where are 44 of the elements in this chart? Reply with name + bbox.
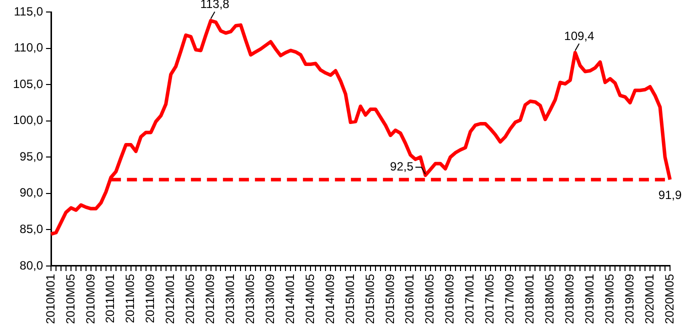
x-tick-label: 2010M05 [63, 274, 78, 324]
x-tick-label: 2014M05 [302, 274, 317, 324]
x-tick-label: 2017M09 [502, 274, 517, 324]
x-tick-label: 2017M01 [462, 274, 477, 324]
x-tick-label: 2014M01 [282, 274, 297, 324]
x-tick-label: 2017M05 [482, 274, 497, 324]
x-tick-label: 2018M05 [542, 274, 557, 324]
x-tick-label: 2019M09 [622, 274, 636, 324]
y-tick-label: 115,0 [14, 4, 44, 18]
x-tick-label: 2019M05 [602, 274, 616, 324]
x-tick-label: 2012M05 [183, 274, 198, 324]
data-label: 113,8 [200, 0, 230, 12]
x-tick-label: 2016M09 [442, 274, 457, 324]
x-tick-label: 2013M09 [262, 274, 277, 324]
x-tick-label: 2014M09 [322, 274, 337, 324]
x-tick-label: 2010M09 [83, 274, 98, 324]
data-label: 92,5 [390, 160, 414, 174]
x-tick-label: 2016M01 [402, 274, 417, 324]
x-tick-label: 2016M05 [422, 274, 437, 324]
x-tick-label: 2019M01 [582, 274, 596, 324]
y-tick-label: 90,0 [20, 186, 44, 200]
x-tick-label: 2010M01 [43, 274, 58, 324]
x-tick-label: 2011M09 [143, 274, 158, 324]
x-tick-label: 2020M05 [662, 274, 676, 324]
x-tick-label: 2011M05 [123, 274, 138, 324]
x-tick-label: 2015M05 [362, 274, 377, 324]
y-tick-label: 85,0 [20, 222, 44, 236]
y-tick-label: 100,0 [13, 113, 44, 128]
y-tick-label: 95,0 [20, 149, 44, 164]
x-tick-label: 2013M01 [223, 274, 238, 324]
y-tick-label: 110,0 [14, 40, 44, 55]
x-tick-label: 2020M01 [642, 274, 656, 324]
x-tick-label: 2018M01 [522, 274, 537, 324]
x-tick-label: 2012M01 [163, 274, 178, 324]
data-label: 109,4 [564, 28, 594, 43]
x-tick-label: 2015M09 [382, 274, 397, 324]
x-tick-label: 2013M05 [243, 274, 258, 324]
data-label: 91,9 [658, 188, 682, 202]
x-tick-label: 2011M01 [103, 274, 118, 324]
y-tick-label: 105,0 [13, 76, 44, 91]
x-tick-label: 2018M09 [562, 274, 576, 324]
x-tick-label: 2015M01 [342, 274, 357, 324]
y-tick-label: 80,0 [20, 258, 44, 272]
x-tick-label: 2012M09 [203, 274, 218, 324]
